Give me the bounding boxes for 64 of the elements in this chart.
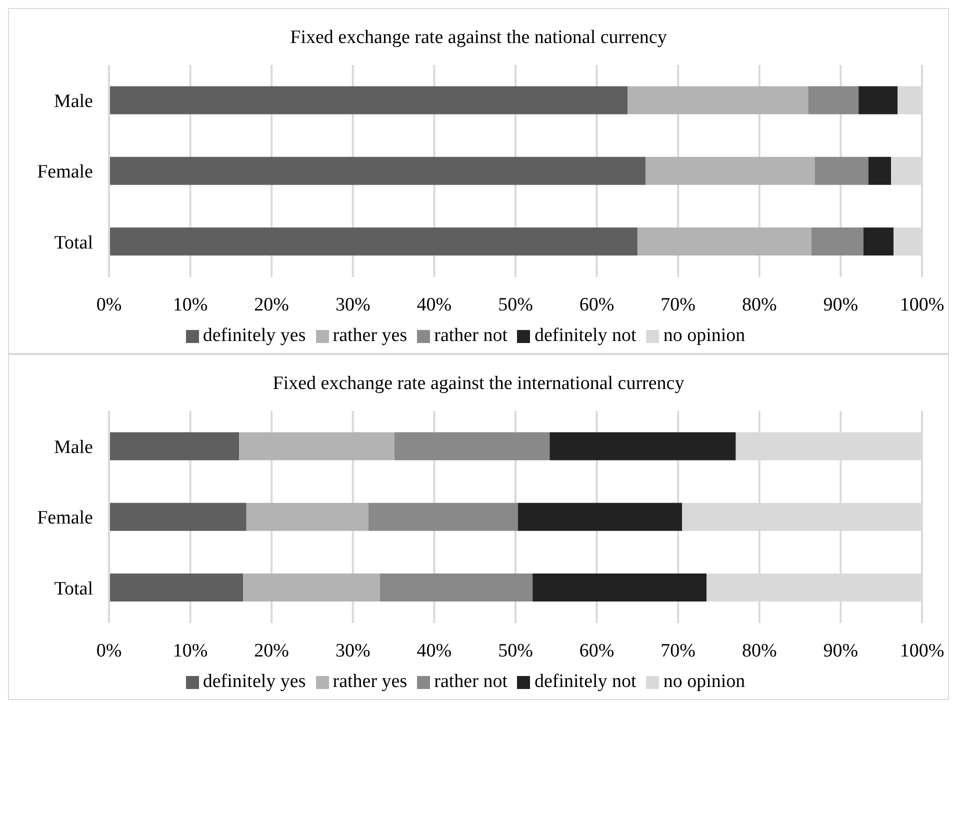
legend-label: rather not bbox=[434, 671, 508, 692]
x-tick-label: 30% bbox=[335, 640, 370, 662]
x-tick-label: 0% bbox=[96, 294, 122, 316]
bar bbox=[646, 156, 815, 185]
bar bbox=[868, 156, 892, 185]
y-tick-label: Total bbox=[54, 578, 93, 600]
bar bbox=[109, 156, 646, 185]
bar bbox=[109, 228, 638, 256]
x-tick-label: 90% bbox=[823, 640, 858, 662]
legend-label: no opinion bbox=[663, 325, 746, 346]
bar bbox=[239, 432, 394, 460]
x-tick-label: 90% bbox=[823, 294, 858, 316]
legend-label: definitely not bbox=[534, 325, 636, 346]
x-tick-label: 30% bbox=[335, 294, 370, 316]
bar bbox=[811, 228, 864, 256]
bar bbox=[246, 502, 368, 531]
legend-label: rather yes bbox=[332, 325, 408, 346]
x-tick-label: 60% bbox=[579, 294, 614, 316]
bar bbox=[814, 156, 868, 185]
y-tick-label: Male bbox=[54, 437, 93, 458]
bar bbox=[109, 86, 628, 114]
x-tick-label: 10% bbox=[172, 640, 208, 662]
bar bbox=[858, 86, 898, 114]
x-tick-label: 50% bbox=[498, 294, 534, 316]
bar bbox=[109, 432, 240, 460]
x-tick-label: 80% bbox=[742, 640, 777, 662]
x-tick-label: 40% bbox=[416, 294, 452, 316]
x-tick-label: 100% bbox=[900, 640, 944, 662]
chart-title: Fixed exchange rate against the international currency bbox=[272, 372, 686, 396]
bar bbox=[532, 574, 707, 602]
bar bbox=[109, 574, 244, 602]
legend-label: rather not bbox=[434, 325, 508, 346]
x-tick-label: 20% bbox=[254, 294, 290, 316]
x-tick-label: 40% bbox=[416, 640, 452, 662]
x-tick-label: 70% bbox=[660, 640, 696, 662]
x-tick-label: 70% bbox=[660, 294, 696, 316]
bar bbox=[808, 86, 859, 114]
x-tick-label: 0% bbox=[96, 640, 122, 662]
x-tick-label: 60% bbox=[579, 640, 614, 662]
bar bbox=[628, 86, 808, 114]
x-tick-label: 50% bbox=[498, 640, 534, 662]
bar bbox=[863, 228, 894, 256]
bar bbox=[518, 502, 682, 531]
bar bbox=[394, 432, 550, 460]
x-tick-label: 10% bbox=[172, 294, 208, 316]
chart-title: Fixed exchange rate against the national currency bbox=[289, 26, 668, 50]
x-tick-label: 20% bbox=[254, 640, 290, 662]
y-tick-label: Female bbox=[37, 508, 93, 529]
bar bbox=[243, 574, 380, 602]
y-tick-label: Female bbox=[37, 162, 93, 183]
legend-label: definitely yes bbox=[202, 325, 306, 346]
x-tick-label: 100% bbox=[900, 294, 944, 316]
bar bbox=[109, 502, 246, 531]
legend-label: no opinion bbox=[663, 671, 746, 692]
bar bbox=[637, 228, 812, 256]
x-tick-label: 80% bbox=[742, 294, 777, 316]
y-tick-label: Male bbox=[54, 91, 93, 112]
y-tick-label: Total bbox=[54, 232, 93, 254]
legend-label: definitely yes bbox=[202, 671, 306, 692]
legend-label: definitely not bbox=[534, 671, 636, 692]
bar bbox=[550, 432, 736, 460]
bar bbox=[368, 502, 518, 531]
legend-label: rather yes bbox=[332, 671, 408, 692]
bar bbox=[380, 574, 533, 602]
